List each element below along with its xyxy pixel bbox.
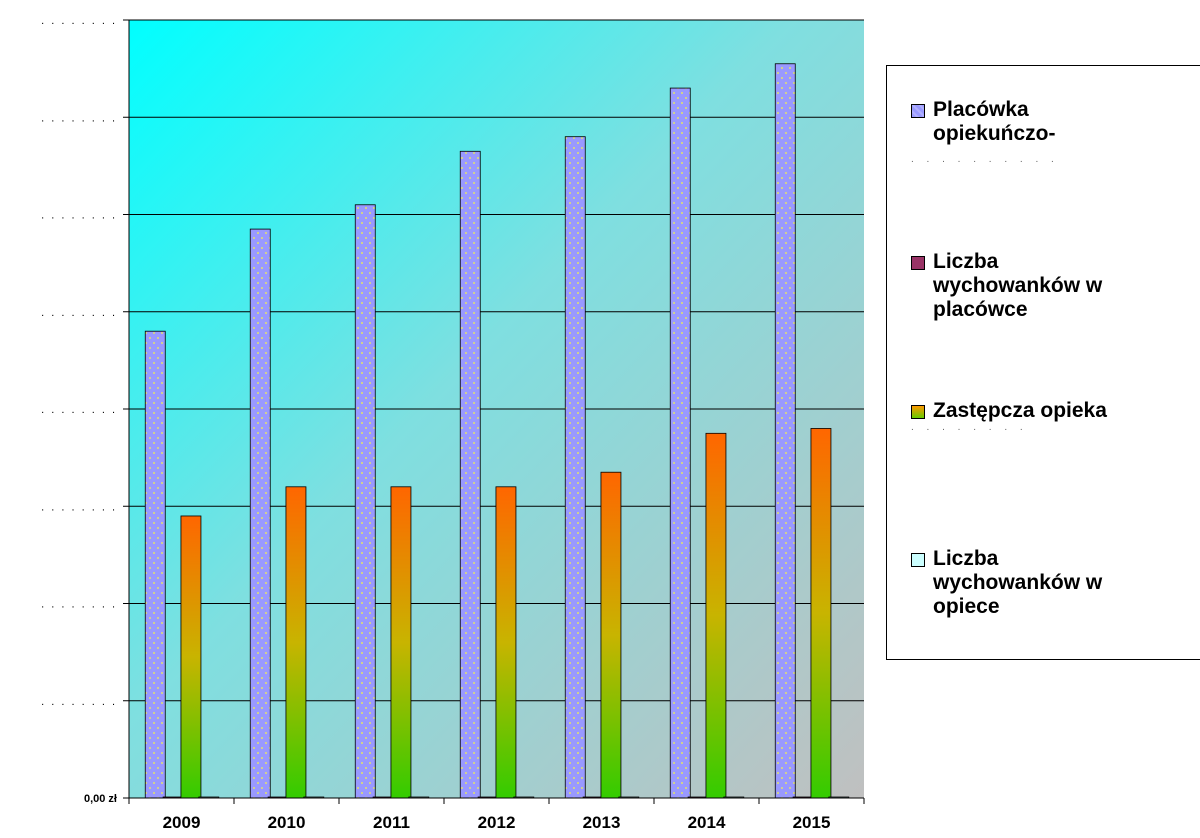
x-tick-label: 2011 — [373, 813, 410, 832]
y-tick-label: . . . . . . . . — [41, 210, 117, 222]
legend: Placówka opiekuńczo- . . . . . . . . . .… — [886, 65, 1200, 660]
legend-swatch-placowka — [911, 104, 925, 118]
y-tick-label: 0,00 zł — [84, 793, 117, 805]
y-tick-label: . . . . . . . . — [41, 112, 117, 124]
x-tick-label: 2009 — [163, 813, 201, 832]
x-tick-label: 2012 — [478, 813, 516, 832]
bar — [774, 63, 796, 799]
y-tick-label: . . . . . . . . — [41, 15, 117, 27]
y-tick-label: . . . . . . . . — [41, 501, 117, 513]
legend-swatch-liczba-opiece — [911, 553, 925, 567]
bar — [180, 515, 202, 799]
bar — [144, 330, 166, 799]
legend-label-liczba-placowka: Liczba wychowanków w placówce — [933, 250, 1103, 321]
legend-label-placowka: Placówka opiekuńczo- — [933, 98, 1056, 145]
bar — [564, 136, 586, 799]
legend-swatch-zastepcza — [911, 405, 925, 419]
x-tick-labels: 2009 2010 2011 2012 2013 2014 2015 — [163, 813, 831, 832]
bars — [144, 63, 850, 799]
axes — [123, 19, 865, 804]
y-tick-label: . . . . . . . . — [41, 599, 117, 611]
y-tick-label: . . . . . . . . — [41, 307, 117, 319]
y-tick-label: . . . . . . . . — [41, 404, 117, 416]
x-tick-label: 2010 — [268, 813, 306, 832]
bar — [495, 486, 517, 799]
legend-swatch-liczba-placowka — [911, 256, 925, 270]
bar — [390, 486, 412, 799]
bar — [285, 486, 307, 799]
bar — [459, 150, 481, 799]
legend-dots-placowka: . . . . . . . . . . — [911, 154, 1059, 165]
legend-dots-zastepcza: . . . . . . . . — [911, 422, 1028, 433]
bar — [354, 204, 376, 799]
y-tick-labels: 0,00 zł . . . . . . . . . . . . . . . . . .… — [41, 15, 117, 805]
bar — [249, 228, 271, 799]
legend-label-zastepcza: Zastępcza opieka — [933, 399, 1107, 422]
x-tick-label: 2014 — [688, 813, 726, 832]
x-tick-label: 2013 — [583, 813, 621, 832]
bar — [600, 471, 622, 799]
bar — [669, 87, 691, 799]
bar — [810, 428, 832, 799]
y-tick-label: . . . . . . . . — [41, 696, 117, 708]
x-tick-label: 2015 — [793, 813, 831, 832]
bar — [705, 432, 727, 799]
legend-label-liczba-opiece: Liczba wychowanków w opiece — [933, 547, 1103, 618]
